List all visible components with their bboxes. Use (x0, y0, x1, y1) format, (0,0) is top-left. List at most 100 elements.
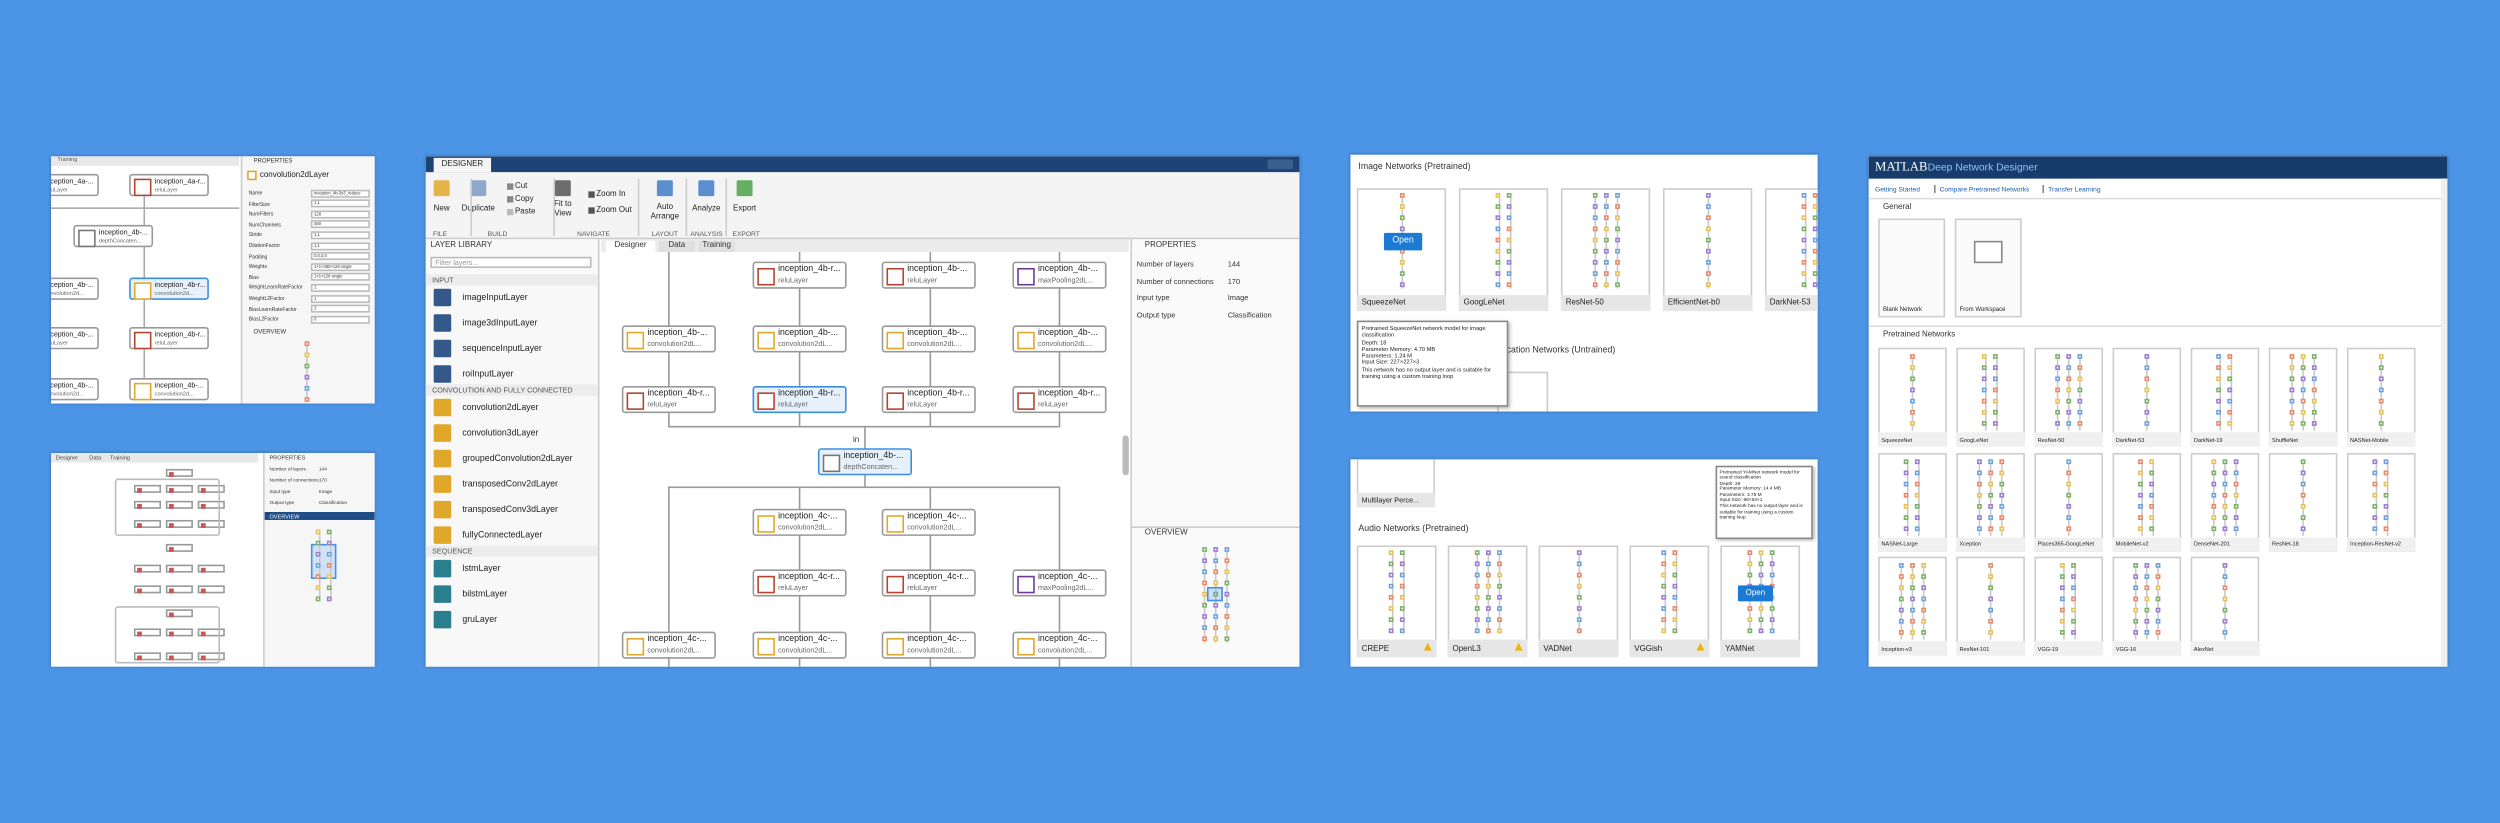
library-item[interactable]: imageInputLayer (462, 293, 528, 304)
layer-node[interactable]: inception_4a-r... reluLayer (129, 173, 209, 197)
network-card[interactable] (1954, 218, 2022, 318)
layer-node[interactable]: inception_4c-... convolution2dL... (1012, 631, 1107, 659)
field-value[interactable]: 1,1 (310, 231, 370, 240)
toolbar-button[interactable]: Zoom Out (596, 205, 632, 216)
layer-node[interactable]: inception_4b-... maxPooling2dL... (1012, 261, 1107, 289)
layer-node[interactable]: inception_4c-... convolution2dL... (752, 631, 847, 659)
toolbar-button[interactable]: Cut (514, 181, 528, 192)
layer-node[interactable]: inception_4c-... convolution2dL... (752, 508, 847, 536)
link[interactable]: Compare Pretrained Networks (1939, 185, 2030, 193)
open-button[interactable]: Open (1383, 232, 1423, 251)
toolbar-button[interactable]: Export (733, 204, 757, 214)
layer-node[interactable]: inception_4b-... depthConcaten... (73, 224, 154, 248)
document-tab[interactable]: Training (698, 240, 736, 253)
document-tab[interactable]: Designer (605, 240, 656, 253)
network-card[interactable] (1956, 347, 2025, 447)
network-card[interactable] (1765, 188, 1818, 312)
toolbar-button[interactable]: Analyze (692, 204, 721, 214)
field-value[interactable]: 1 (310, 283, 370, 292)
library-item[interactable]: bilstmLayer (462, 590, 508, 600)
thumb-node (2299, 409, 2305, 415)
prop-label: Output type (1136, 310, 1176, 319)
filter-box[interactable]: Filter layers... (430, 256, 592, 268)
thumb-node (1672, 572, 1678, 578)
network-card[interactable] (2112, 556, 2182, 656)
field-value[interactable]: 480 (310, 220, 370, 229)
network-card[interactable] (1458, 188, 1549, 312)
library-item[interactable]: groupedConvolution2dLayer (462, 454, 573, 465)
layer-node[interactable]: inception_4b-r... reluLayer (752, 261, 847, 289)
layer-name: inception_4c-... (1037, 634, 1098, 645)
link[interactable]: Getting Started (1875, 185, 1920, 193)
toolbar-button[interactable]: Copy (514, 194, 534, 205)
layer-node[interactable]: inception_4b-...convolution2d... (51, 277, 99, 300)
library-item[interactable]: roiInputLayer (462, 370, 514, 380)
tooltip-line: Input Size: 227×227×3 (1361, 359, 1420, 367)
network-card[interactable] (2346, 452, 2416, 552)
toolbar-button[interactable]: Duplicate (461, 204, 495, 214)
toolbar-button[interactable]: Fit to View (553, 199, 572, 218)
field-value[interactable]: 1×1×480×128 single (310, 262, 370, 271)
layer-node[interactable]: inception_4b-r... reluLayer (1012, 385, 1107, 414)
card-label-band (2112, 641, 2182, 656)
layer-node[interactable]: inception_4b-... depthConcaten... (817, 448, 912, 476)
library-item[interactable]: transposedConv3dLayer (462, 505, 558, 516)
library-item[interactable]: convolution2dLayer (462, 403, 539, 414)
library-item[interactable]: convolution3dLayer (462, 429, 539, 439)
layer-node[interactable]: inception_4b-...convolution2d... (129, 378, 209, 401)
layer-node[interactable]: inception_4b-...reluLayer (51, 326, 99, 350)
layer-node[interactable]: inception_4c-... convolution2dL... (881, 631, 976, 659)
layer-node[interactable]: inception_4b-r... reluLayer (621, 385, 716, 414)
field-value[interactable]: 0,0,0,0 (310, 252, 370, 261)
link[interactable]: Transfer Learning (2048, 185, 2101, 193)
field-value[interactable]: inception_4b-3x3_reduce (310, 189, 370, 197)
layer-node[interactable]: inception_4b-r... reluLayer (129, 326, 209, 350)
field-value[interactable]: 128 (310, 210, 370, 219)
toolbar-button[interactable]: Auto Arrange (650, 202, 680, 221)
layer-node[interactable]: inception_4c-... convolution2dL... (621, 631, 716, 659)
library-item[interactable]: lstmLayer (462, 564, 501, 575)
layer-node[interactable]: inception_4b-... convolution2dL... (1012, 325, 1107, 353)
field-value[interactable]: 1,1 (310, 241, 370, 250)
toolbar-button[interactable]: New (433, 204, 450, 214)
tab[interactable]: Training (110, 453, 130, 461)
tab[interactable]: Designer (55, 453, 79, 461)
network-card[interactable] (2112, 452, 2182, 552)
network-card[interactable] (1629, 545, 1710, 658)
layer-node[interactable]: inception_4b-...convolution2d... (51, 378, 99, 401)
library-item[interactable]: gruLayer (462, 615, 498, 626)
layer-node[interactable]: inception_4c-r... reluLayer (881, 569, 976, 597)
layer-node[interactable]: inception_4b-... convolution2dL... (621, 325, 716, 353)
field-value[interactable]: 1 (310, 294, 370, 303)
document-tab[interactable]: Data (658, 240, 696, 253)
layer-node[interactable]: inception_4a-...reluLayer (51, 173, 99, 197)
layer-icon (78, 228, 96, 247)
layer-node[interactable]: inception_4b-r... reluLayer (881, 385, 976, 414)
layer-node[interactable]: inception_4b-r... convolution2d... (129, 277, 209, 300)
layer-node[interactable]: inception_4c-... convolution2dL... (881, 508, 976, 536)
library-item[interactable]: transposedConv2dLayer (462, 480, 558, 490)
library-item[interactable]: fullyConnectedLayer (462, 531, 543, 541)
toolbar-button[interactable]: Paste (514, 207, 536, 217)
layer-node[interactable]: inception_4b-r... reluLayer (752, 385, 847, 414)
field-value[interactable]: 2 (310, 304, 370, 313)
layer-node[interactable]: inception_4c-... maxPooling2dL... (1012, 569, 1107, 597)
network-card[interactable] (1878, 218, 1946, 318)
layer-icon (433, 424, 452, 442)
field-value[interactable]: 1×1×128 single (310, 273, 370, 282)
layer-node[interactable]: inception_4b-... convolution2dL... (881, 325, 976, 353)
tab[interactable]: Data (89, 453, 102, 461)
ribbon-tab[interactable]: DESIGNER (433, 157, 492, 173)
layer-node[interactable]: inception_4b-...reluLayer (881, 261, 976, 289)
field-value[interactable]: 0 (310, 315, 370, 324)
library-item[interactable]: sequenceInputLayer (462, 344, 542, 355)
thumb-node (2065, 503, 2071, 509)
toolbar-button[interactable]: Zoom In (596, 189, 626, 200)
layer-node[interactable]: inception_4c-r... reluLayer (752, 569, 847, 597)
layer-node[interactable]: inception_4b-... convolution2dL... (752, 325, 847, 353)
thumb-line (2386, 458, 2387, 536)
network-card[interactable] (2034, 556, 2104, 656)
open-button[interactable]: Open (1737, 585, 1773, 602)
field-value[interactable]: 1,1 (310, 199, 370, 208)
library-item[interactable]: image3dInputLayer (462, 319, 538, 329)
